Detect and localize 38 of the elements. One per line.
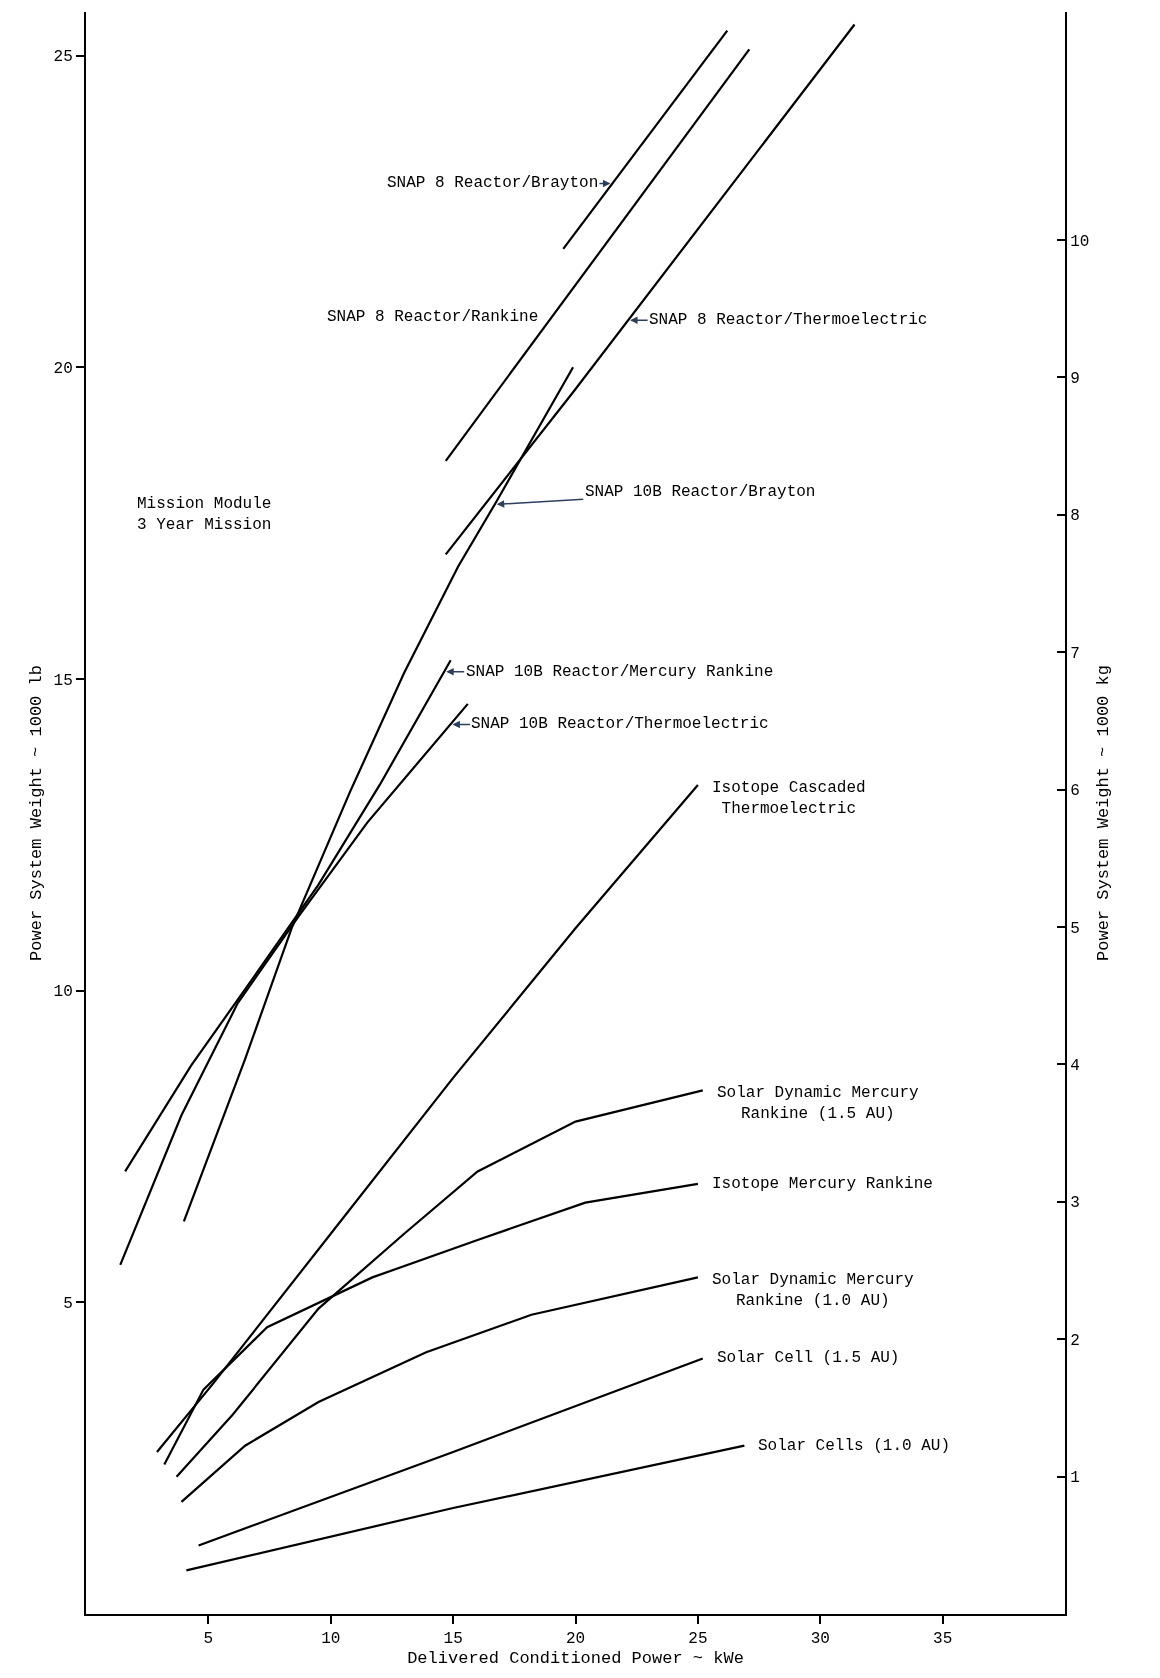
y-tick-label: 15 [53, 671, 73, 690]
x-tick-label: 20 [565, 1630, 586, 1649]
x-tick-label: 30 [810, 1630, 830, 1649]
y2-tick-label: 8 [1070, 507, 1080, 526]
y2-tick-label: 6 [1070, 782, 1080, 801]
series-label: Solar Dynamic Mercury Rankine (1.0 AU) [712, 1271, 915, 1310]
x-tick-label: 35 [933, 1630, 953, 1649]
series-label: Isotope Cascaded Thermoelectric [712, 779, 866, 818]
y2-tick-label: 4 [1070, 1057, 1080, 1076]
y2-tick-label: 1 [1070, 1469, 1080, 1488]
annotation: Mission Module 3 Year Mission [137, 495, 272, 534]
y2-axis-title: Power System Weight ~ 1000 kg [1094, 665, 1114, 961]
x-tick-label: 15 [443, 1630, 463, 1649]
series-label: Solar Cell (1.5 AU) [717, 1349, 900, 1367]
series-label: SNAP 8 Reactor/Brayton [387, 174, 599, 192]
series-label: Solar Dynamic Mercury Rankine (1.5 AU) [717, 1084, 920, 1123]
series-label: SNAP 8 Reactor/Thermoelectric [649, 311, 928, 329]
y2-tick-label: 9 [1070, 370, 1080, 389]
x-tick-label: 25 [688, 1630, 708, 1649]
y-tick-label: 20 [53, 359, 73, 378]
y-tick-label: 5 [63, 1294, 73, 1313]
series-label: SNAP 10B Reactor/Thermoelectric [471, 715, 769, 733]
x-tick-label: 5 [203, 1630, 214, 1649]
y2-tick-label: 5 [1070, 919, 1080, 938]
y2-tick-label: 3 [1070, 1194, 1080, 1213]
y-tick-label: 10 [53, 983, 73, 1002]
y2-tick-label: 7 [1070, 644, 1080, 663]
text: SNAP 10B Reactor/Brayton [585, 483, 816, 501]
x-tick-label: 10 [321, 1630, 341, 1649]
y2-tick-label: 2 [1070, 1331, 1080, 1350]
series-label: Isotope Mercury Rankine [712, 1175, 933, 1193]
x-axis-title: Delivered Conditioned Power ~ kWe [407, 1649, 744, 1669]
series-label: SNAP 10B Reactor/Mercury Rankine [466, 663, 774, 681]
y2-tick-label: 10 [1070, 232, 1090, 251]
y-tick-label: 25 [53, 48, 73, 67]
y-axis-title: Power System Weight ~ 1000 lb [26, 665, 46, 961]
series-label: SNAP 8 Reactor/Rankine [327, 308, 539, 326]
series-label: Solar Cells (1.0 AU) [758, 1437, 951, 1455]
